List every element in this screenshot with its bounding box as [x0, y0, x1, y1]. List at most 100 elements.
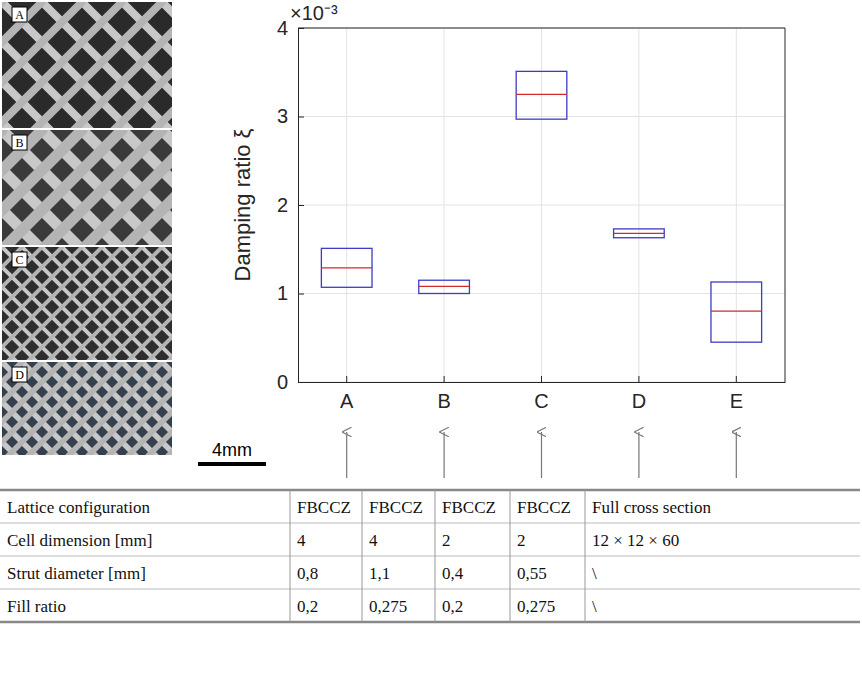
frame-right: [785, 28, 786, 382]
x-tick-label: D: [632, 390, 646, 412]
x-tick: A: [340, 376, 354, 412]
table-cell-line: 0,4: [442, 564, 464, 583]
table-column-rule: [290, 490, 291, 622]
table-cell: Fill ratio: [7, 597, 66, 616]
table-top-rule: [0, 489, 860, 492]
photo-label: D: [15, 368, 24, 382]
median: [516, 94, 567, 95]
table-cell-line: 4: [297, 531, 306, 550]
y-tick: 2: [277, 194, 304, 216]
box: [321, 248, 372, 287]
strut: [142, 247, 172, 360]
table-cell-line: Full cross section: [592, 498, 711, 517]
strut: [82, 2, 172, 128]
photo-label-box: [12, 7, 27, 22]
strut: [42, 247, 172, 360]
x-tick-label: E: [730, 390, 743, 412]
y-tick-label: 3: [277, 105, 288, 127]
y-tick-mark: [298, 205, 304, 206]
median: [711, 311, 762, 312]
strut: [2, 362, 102, 455]
table-cell: Strut diameter [mm]: [7, 564, 146, 583]
grid: [298, 28, 785, 382]
arrow: [346, 432, 347, 478]
x-tick-label: A: [340, 390, 354, 412]
x-tick: C: [534, 376, 548, 412]
table-header-cell: FBCCZ: [442, 498, 496, 517]
photo: [2, 362, 172, 455]
y-axis-title: Damping ratio ξ: [230, 128, 255, 281]
strut: [122, 247, 172, 360]
photo: [2, 2, 172, 128]
x-tick-mark: [444, 376, 445, 382]
y-tick: 3: [277, 105, 304, 127]
y-tick-mark: [298, 294, 304, 295]
median: [321, 267, 372, 268]
strut: [22, 247, 172, 360]
strut: [42, 2, 172, 128]
strut: [122, 362, 172, 455]
table-column-rule: [585, 490, 586, 622]
y-tick-label: 1: [277, 282, 288, 304]
table-cell-line: 0,8: [297, 564, 318, 583]
strut: [82, 362, 172, 455]
table-header-cell: FBCCZ: [297, 498, 351, 517]
boxes: [321, 71, 761, 342]
table-column-rule: [510, 490, 511, 622]
table-cell-line: \: [592, 564, 597, 583]
table-row-rule: [0, 523, 860, 524]
arrow: [736, 432, 737, 478]
table-row-rule: [0, 589, 860, 590]
strut: [142, 362, 172, 455]
strut: [102, 247, 172, 360]
grid-line-x: [638, 28, 639, 382]
table-cell: 0,2: [297, 597, 318, 616]
strut: [2, 247, 142, 360]
strut: [102, 362, 172, 455]
table-cell-line: FBCCZ: [369, 498, 423, 517]
table-header-cell: FBCCZ: [517, 498, 571, 517]
grid-line-x: [346, 28, 347, 382]
table-cell: \: [592, 597, 597, 616]
table-cell-line: 12 × 12 × 60: [592, 531, 679, 550]
y-tick: 0: [277, 371, 304, 393]
scale-bar: [198, 462, 266, 466]
y-axis: 01234: [277, 17, 304, 393]
x-tick-mark: [638, 376, 639, 382]
table-cell-line: 0,275: [517, 597, 555, 616]
strut: [122, 130, 172, 245]
table-cell-line: \: [592, 597, 597, 616]
strut: [22, 362, 172, 455]
strut: [82, 130, 172, 245]
table-cell-line: 2: [442, 531, 451, 550]
x-tick: D: [632, 376, 646, 412]
y-tick-label: 2: [277, 194, 288, 216]
table-cell: 0,275: [517, 597, 555, 616]
table-cell: 4: [297, 531, 306, 550]
x-tick: B: [437, 376, 450, 412]
table-header-cell: Full cross section: [592, 498, 711, 517]
strut: [162, 130, 172, 245]
x-tick-mark: [346, 376, 347, 382]
grid-line-x: [444, 28, 445, 382]
strut: [2, 247, 82, 360]
table-cell: Cell dimension [mm]: [7, 531, 152, 550]
strut: [162, 362, 172, 455]
table-column-rule: [435, 490, 436, 622]
strut: [162, 130, 172, 245]
x-axis-line: [299, 382, 786, 383]
scale-bar-label: 4mm: [212, 440, 252, 460]
photo-label: B: [15, 136, 23, 150]
table-cell-line: 2: [517, 531, 526, 550]
y-exponent: ×10⁻³: [290, 2, 338, 24]
x-axis: A B C D E: [299, 376, 786, 412]
strut: [2, 2, 172, 128]
table-cell-line: FBCCZ: [517, 498, 571, 517]
strut: [82, 130, 172, 245]
photo-label: C: [15, 253, 23, 267]
x-tick-label: C: [534, 390, 548, 412]
strut: [122, 2, 172, 128]
strut: [2, 247, 82, 360]
arrow: [638, 432, 639, 478]
grid-line-y: [298, 28, 785, 29]
